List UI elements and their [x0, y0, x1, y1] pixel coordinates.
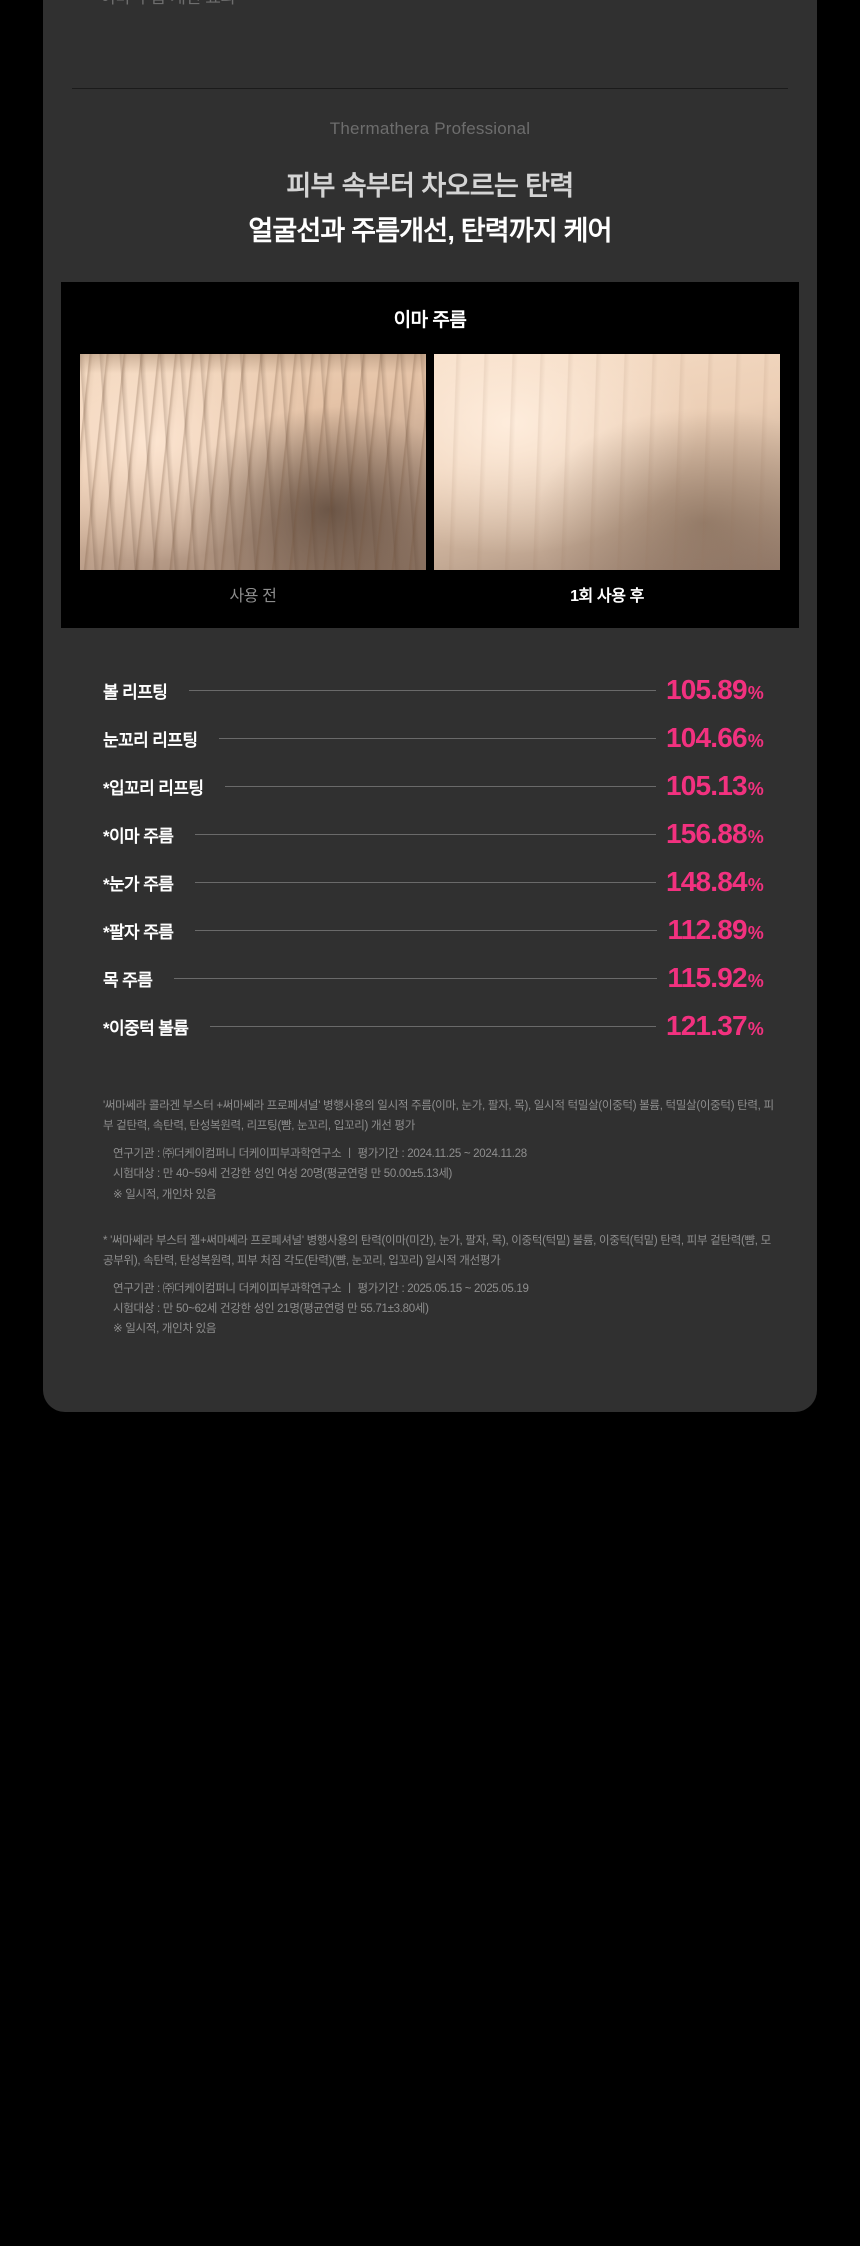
result-value: 121.37% — [665, 1010, 764, 1042]
results-list: 볼 리프팅 105.89% 눈꼬리 리프팅 104.66% *입꼬리 리프팅 105.13… — [103, 666, 764, 1050]
result-number: 121.37 — [665, 1010, 748, 1041]
content-card: 이마 주름 개선 효과 Thermathera Professional 피부 … — [43, 0, 817, 1412]
result-percent-sign: % — [747, 731, 764, 751]
result-number: 156.88 — [665, 818, 748, 849]
result-label: *눈가 주름 — [103, 874, 174, 894]
study-subjects: 시험대상 : 만 40~59세 건강한 성인 여성 20명(평균연령 만 50.… — [113, 1168, 453, 1181]
result-value: 105.13% — [665, 770, 764, 802]
result-value: 105.89% — [665, 674, 764, 706]
result-row: *입꼬리 리프팅 105.13% — [103, 762, 764, 810]
before-after-panel: 이마 주름 사용 전 1회 사용 후 — [61, 282, 799, 628]
headline-secondary: 얼굴선과 주름개선, 탄력까지 케어 — [248, 216, 612, 246]
study-note-block: * '써마쎄라 부스터 젤+써마쎄라 프로페셔널' 병행사용의 탄력(이마(미간… — [103, 1231, 775, 1340]
study-institute: 연구기관 : ㈜더케이컴퍼니 더케이피부과학연구소 ㅣ 평가기간 : 2025.… — [113, 1282, 529, 1295]
result-connector-line — [219, 737, 656, 739]
result-row: *이중턱 볼륨 121.37% — [103, 1002, 764, 1050]
headline-primary: 피부 속부터 차오르는 탄력 — [286, 171, 574, 201]
result-row: 눈꼬리 리프팅 104.66% — [103, 714, 764, 762]
result-label: 눈꼬리 리프팅 — [103, 730, 198, 750]
top-cut-text: 이마 주름 개선 효과 — [100, 0, 236, 8]
result-percent-sign: % — [747, 779, 764, 799]
brand-eyebrow: Thermathera Professional — [329, 119, 531, 138]
result-number: 112.89 — [667, 914, 747, 945]
study-subjects: 시험대상 : 만 50~62세 건강한 성인 21명(평균연령 만 55.71±… — [113, 1303, 429, 1315]
result-row: *이마 주름 156.88% — [103, 810, 764, 858]
result-label: *이중턱 볼륨 — [103, 1018, 189, 1038]
result-connector-line — [195, 833, 656, 835]
result-number: 105.13 — [665, 770, 748, 801]
study-notes: '써마쎄라 콜라겐 부스터 +써마쎄라 프로페셔널' 병행사용의 일시적 주름(… — [103, 1096, 775, 1365]
after-photo — [434, 354, 780, 570]
result-value: 148.84% — [665, 866, 764, 898]
study-description: * '써마쎄라 부스터 젤+써마쎄라 프로페셔널' 병행사용의 탄력(이마(미간… — [103, 1234, 771, 1267]
result-row: 목 주름 115.92% — [103, 954, 764, 1002]
result-label: *팔자 주름 — [103, 922, 174, 942]
study-description: '써마쎄라 콜라겐 부스터 +써마쎄라 프로페셔널' 병행사용의 일시적 주름(… — [103, 1100, 774, 1133]
result-row: *눈가 주름 148.84% — [103, 858, 764, 906]
result-label: 볼 리프팅 — [103, 682, 168, 702]
result-connector-line — [189, 689, 656, 691]
result-percent-sign: % — [747, 683, 764, 703]
result-connector-line — [210, 1025, 656, 1027]
result-connector-line — [195, 881, 656, 883]
after-caption: 1회 사용 후 — [570, 588, 644, 605]
study-note-block: '써마쎄라 콜라겐 부스터 +써마쎄라 프로페셔널' 병행사용의 일시적 주름(… — [103, 1096, 775, 1205]
result-number: 115.92 — [667, 962, 747, 993]
result-number: 105.89 — [665, 674, 748, 705]
result-value: 156.88% — [665, 818, 764, 850]
result-percent-sign: % — [747, 923, 764, 943]
study-institute: 연구기관 : ㈜더케이컴퍼니 더케이피부과학연구소 ㅣ 평가기간 : 2024.… — [113, 1148, 527, 1161]
result-label: *이마 주름 — [103, 826, 174, 846]
result-connector-line — [195, 929, 658, 931]
result-value: 104.66% — [665, 722, 764, 754]
result-percent-sign: % — [747, 1019, 764, 1039]
result-percent-sign: % — [747, 875, 764, 895]
before-caption: 사용 전 — [229, 588, 277, 605]
result-label: *입꼬리 리프팅 — [103, 778, 204, 798]
result-value: 115.92% — [667, 962, 763, 994]
result-percent-sign: % — [747, 971, 764, 991]
result-number: 104.66 — [665, 722, 748, 753]
before-photo — [80, 354, 426, 570]
top-cut-text-strip: 이마 주름 개선 효과 — [43, 0, 817, 10]
result-label: 목 주름 — [103, 970, 153, 990]
result-number: 148.84 — [665, 866, 748, 897]
result-connector-line — [225, 785, 656, 787]
result-value: 112.89% — [667, 914, 763, 946]
study-disclaimer: ※ 일시적, 개인차 있음 — [113, 1188, 217, 1201]
result-row: *팔자 주름 112.89% — [103, 906, 764, 954]
section-divider — [72, 88, 788, 89]
study-disclaimer: ※ 일시적, 개인차 있음 — [113, 1323, 217, 1336]
before-after-captions: 사용 전 1회 사용 후 — [80, 582, 780, 606]
before-after-title: 이마 주름 — [393, 310, 467, 331]
result-percent-sign: % — [747, 827, 764, 847]
result-row: 볼 리프팅 105.89% — [103, 666, 764, 714]
before-after-images — [80, 354, 780, 570]
result-connector-line — [174, 977, 658, 979]
